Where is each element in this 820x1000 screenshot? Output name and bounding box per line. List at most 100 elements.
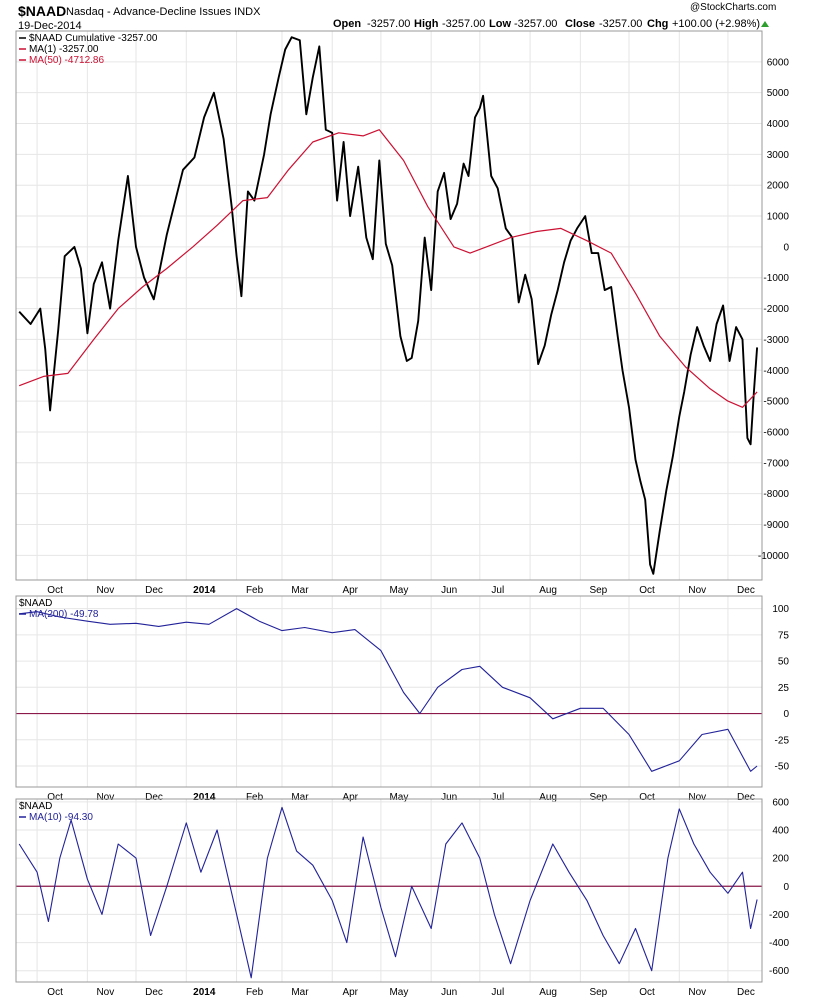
x-tick-label: Mar xyxy=(291,987,309,998)
y-tick-label: -9000 xyxy=(763,520,789,531)
open-label: Open xyxy=(333,18,361,30)
x-tick-label: Jun xyxy=(441,585,457,596)
y-tick-label: 400 xyxy=(772,825,789,836)
low-value: -3257.00 xyxy=(514,18,557,30)
x-tick-label: Dec xyxy=(145,792,163,803)
chart-panels: 6000500040003000200010000-1000-2000-3000… xyxy=(15,30,790,998)
x-tick-label: 2014 xyxy=(193,987,216,998)
x-tick-label: Feb xyxy=(246,792,264,803)
x-tick-label: Jul xyxy=(491,987,504,998)
y-tick-label: 0 xyxy=(783,882,789,893)
y-tick-label: -600 xyxy=(769,966,789,977)
y-tick-label: -200 xyxy=(769,910,789,921)
y-tick-label: 4000 xyxy=(767,119,790,130)
x-tick-label: Nov xyxy=(688,585,706,596)
x-tick-label: Dec xyxy=(737,585,755,596)
y-tick-label: 0 xyxy=(783,709,789,720)
x-tick-label: Aug xyxy=(539,987,557,998)
x-tick-label: Sep xyxy=(589,987,607,998)
series-line-ma-200- xyxy=(19,608,758,772)
x-tick-label: Apr xyxy=(342,585,358,596)
y-tick-label: 100 xyxy=(772,604,789,615)
y-tick-label: 200 xyxy=(772,854,789,865)
y-tick-label: -400 xyxy=(769,938,789,949)
y-tick-label: 1000 xyxy=(767,212,790,223)
x-tick-label: May xyxy=(389,987,408,998)
x-tick-label: Oct xyxy=(639,792,655,803)
x-tick-label: Aug xyxy=(539,585,557,596)
x-tick-label: Jul xyxy=(491,585,504,596)
x-tick-label: Oct xyxy=(47,987,63,998)
y-tick-label: -2000 xyxy=(763,304,789,315)
x-tick-label: Dec xyxy=(145,585,163,596)
chart-symbol: $NAAD xyxy=(18,3,66,19)
x-tick-label: Jul xyxy=(491,792,504,803)
x-tick-label: Apr xyxy=(342,987,358,998)
y-tick-label: 600 xyxy=(772,797,789,808)
high-value: -3257.00 xyxy=(442,18,485,30)
chart-date: 19-Dec-2014 xyxy=(18,20,82,32)
y-tick-label: 50 xyxy=(778,657,790,668)
x-tick-label: Nov xyxy=(688,792,706,803)
y-tick-label: 6000 xyxy=(767,57,790,68)
y-tick-label: 0 xyxy=(783,242,789,253)
x-tick-label: Apr xyxy=(342,792,358,803)
x-tick-label: Sep xyxy=(589,585,607,596)
y-tick-label: -10000 xyxy=(758,551,790,562)
x-tick-label: Jun xyxy=(441,987,457,998)
chg-label: Chg xyxy=(647,18,668,30)
up-arrow-icon xyxy=(761,21,769,27)
x-tick-label: Feb xyxy=(246,987,264,998)
x-tick-label: May xyxy=(389,792,408,803)
x-tick-label: Mar xyxy=(291,585,309,596)
x-tick-label: Nov xyxy=(96,792,114,803)
x-tick-label: Oct xyxy=(47,585,63,596)
ohlc-readout: Open -3257.00 High -3257.00 Low -3257.00… xyxy=(333,18,769,30)
x-tick-label: Dec xyxy=(737,792,755,803)
y-tick-label: -7000 xyxy=(763,458,789,469)
low-label: Low xyxy=(489,18,511,30)
y-tick-label: -25 xyxy=(775,735,790,746)
x-tick-label: 2014 xyxy=(193,585,216,596)
x-tick-label: Oct xyxy=(639,585,655,596)
panel-frame xyxy=(15,595,763,788)
y-tick-label: -4000 xyxy=(763,366,789,377)
watermark: @StockCharts.com xyxy=(690,2,776,13)
series-line-ma-10- xyxy=(18,806,758,979)
series-line-ma-50- xyxy=(18,129,758,408)
x-tick-label: Mar xyxy=(291,792,309,803)
x-tick-label: Nov xyxy=(96,585,114,596)
y-tick-label: 5000 xyxy=(767,88,790,99)
legend-entry: $NAAD Cumulative -3257.00 xyxy=(29,33,158,44)
legend-entry: MA(50) -4712.86 xyxy=(29,55,104,66)
panel-frame xyxy=(15,798,763,983)
legend-entry: MA(200) -49.78 xyxy=(29,609,99,620)
y-tick-label: -8000 xyxy=(763,489,789,500)
y-tick-label: 3000 xyxy=(767,150,790,161)
y-tick-label: 75 xyxy=(778,630,790,641)
x-tick-label: Nov xyxy=(96,987,114,998)
chart-description: Nasdaq - Advance-Decline Issues INDX xyxy=(66,6,261,18)
y-tick-label: 25 xyxy=(778,683,790,694)
open-value: -3257.00 xyxy=(367,18,410,30)
x-tick-label: Nov xyxy=(688,987,706,998)
x-tick-label: Oct xyxy=(639,987,655,998)
x-tick-label: Jun xyxy=(441,792,457,803)
panel-frame xyxy=(15,30,763,581)
legend-entry: MA(1) -3257.00 xyxy=(29,44,99,55)
panel-label: $NAAD xyxy=(19,598,52,609)
y-tick-label: 2000 xyxy=(767,181,790,192)
high-label: High xyxy=(414,18,439,30)
panel-label: $NAAD xyxy=(19,801,52,812)
legend-entry: MA(10) -94.30 xyxy=(29,812,93,823)
y-tick-label: -5000 xyxy=(763,397,789,408)
x-tick-label: May xyxy=(389,585,408,596)
close-label: Close xyxy=(565,18,595,30)
y-tick-label: -6000 xyxy=(763,427,789,438)
x-tick-label: Aug xyxy=(539,792,557,803)
y-tick-label: -50 xyxy=(775,762,790,773)
close-value: -3257.00 xyxy=(599,18,642,30)
